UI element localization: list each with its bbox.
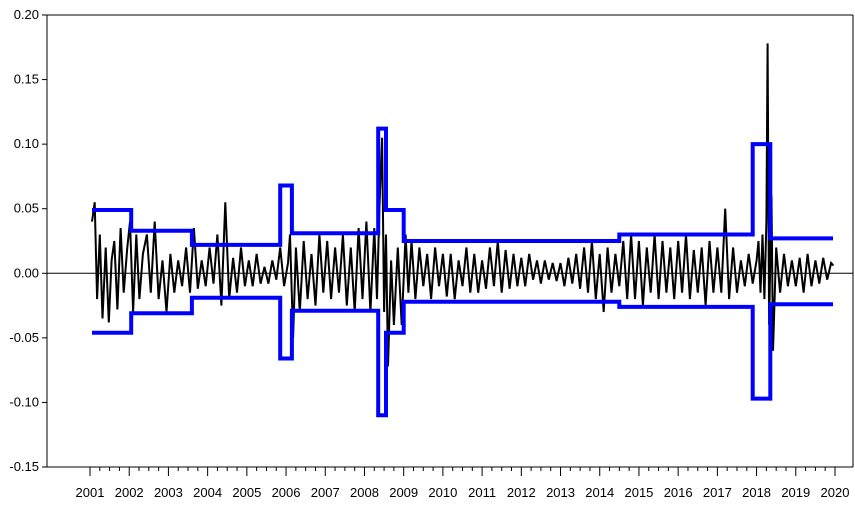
y-tick-label: -0.15 bbox=[9, 459, 39, 474]
lower-band-line bbox=[92, 295, 833, 418]
x-tick-label: 2014 bbox=[585, 485, 614, 500]
x-tick-label: 2018 bbox=[742, 485, 771, 500]
x-tick-label: 2009 bbox=[389, 485, 418, 500]
x-tick-label: 2016 bbox=[664, 485, 693, 500]
returns-series-line bbox=[91, 43, 835, 367]
upper-band-line bbox=[92, 126, 833, 247]
x-tick-label: 2001 bbox=[76, 485, 105, 500]
x-tick-label: 2017 bbox=[703, 485, 732, 500]
x-tick-label: 2007 bbox=[311, 485, 340, 500]
x-tick-label: 2008 bbox=[350, 485, 379, 500]
x-tick-label: 2003 bbox=[154, 485, 183, 500]
x-tick-label: 2005 bbox=[232, 485, 261, 500]
y-tick-label: -0.05 bbox=[9, 330, 39, 345]
y-tick-label: -0.10 bbox=[9, 394, 39, 409]
y-tick-label: 0.00 bbox=[14, 265, 39, 280]
x-tick-label: 2012 bbox=[507, 485, 536, 500]
x-tick-label: 2015 bbox=[624, 485, 653, 500]
x-tick-label: 2010 bbox=[428, 485, 457, 500]
y-tick-label: 0.10 bbox=[14, 136, 39, 151]
x-tick-label: 2006 bbox=[272, 485, 301, 500]
x-tick-label: 2011 bbox=[468, 485, 496, 500]
x-tick-label: 2013 bbox=[546, 485, 575, 500]
x-tick-label: 2002 bbox=[115, 485, 144, 500]
y-tick-label: 0.15 bbox=[14, 72, 39, 87]
x-tick-label: 2004 bbox=[193, 485, 222, 500]
y-tick-label: 0.05 bbox=[14, 201, 39, 216]
y-tick-label: 0.20 bbox=[14, 7, 39, 22]
x-tick-label: 2019 bbox=[781, 485, 810, 500]
x-tick-label: 2020 bbox=[821, 485, 850, 500]
